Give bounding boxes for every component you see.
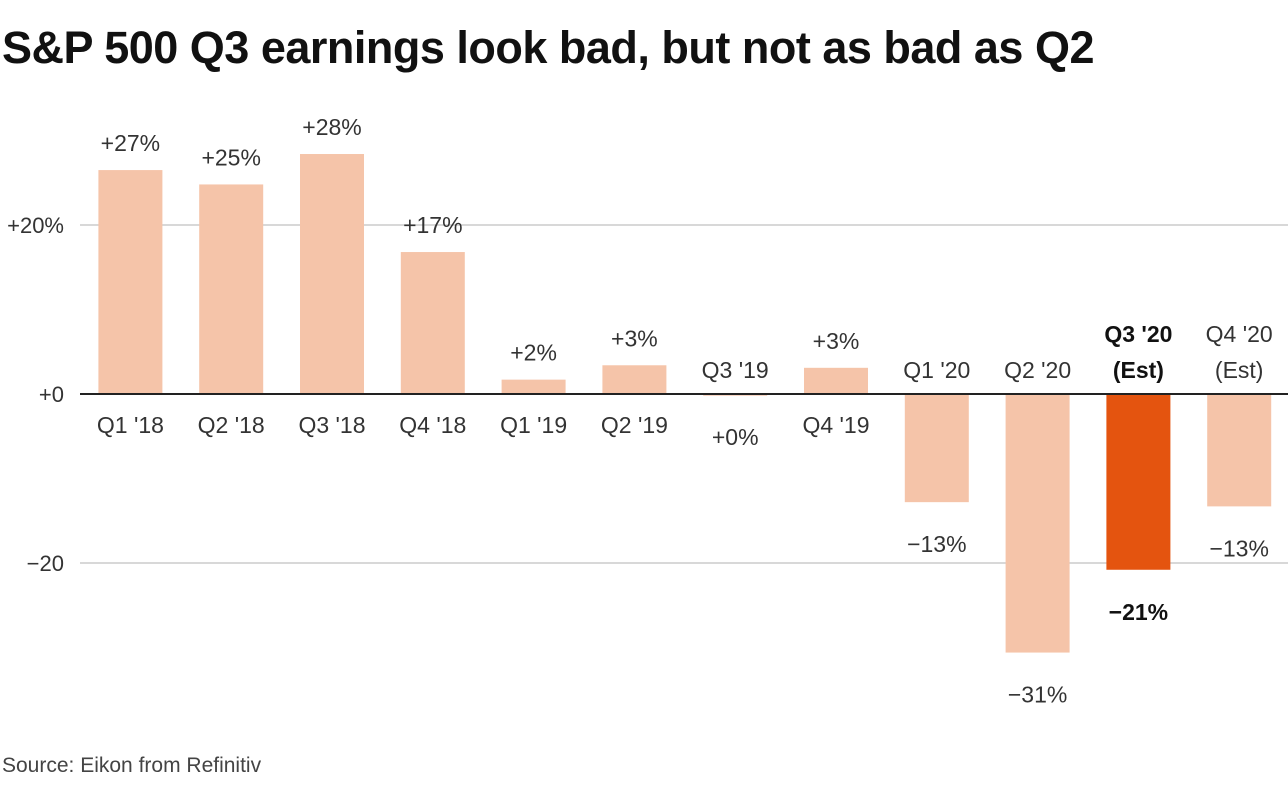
bar xyxy=(98,170,163,394)
bar xyxy=(602,365,667,394)
labels: +20% +0 −20 Q1 '18 +27% Q2 '18 +25% Q3 '18 +28% Q… xyxy=(7,114,1273,708)
value-label: +28% xyxy=(302,114,361,140)
y-tick-label: +0 xyxy=(39,382,64,407)
gridlines xyxy=(80,224,1288,564)
bar xyxy=(1207,394,1272,507)
value-label: −13% xyxy=(1209,535,1268,561)
bar xyxy=(300,154,364,394)
bar xyxy=(804,367,868,394)
value-label: −13% xyxy=(907,531,966,557)
category-label: Q3 '20 (Est) xyxy=(1104,321,1172,383)
bar xyxy=(1106,394,1171,570)
category-label: Q4 '18 xyxy=(399,412,466,438)
category-label: Q2 '19 xyxy=(601,412,668,438)
value-label: +2% xyxy=(510,340,557,366)
bar xyxy=(1005,394,1070,653)
value-label: +25% xyxy=(201,144,260,170)
bar xyxy=(904,394,969,503)
value-label: +3% xyxy=(611,325,658,351)
value-label: −31% xyxy=(1008,682,1067,708)
category-label: Q1 '19 xyxy=(500,412,567,438)
category-label: Q4 '20 (Est) xyxy=(1206,321,1273,383)
value-label: +3% xyxy=(813,328,860,354)
category-label: Q2 '20 xyxy=(1004,357,1071,383)
category-label: Q4 '19 xyxy=(802,412,869,438)
value-label: −21% xyxy=(1109,599,1168,625)
bar xyxy=(501,379,566,394)
category-label: Q1 '18 xyxy=(97,412,164,438)
y-tick-label: −20 xyxy=(27,551,64,576)
category-label: Q3 '19 xyxy=(702,357,769,383)
category-label: Q2 '18 xyxy=(198,412,265,438)
y-tick-label: +20% xyxy=(7,213,64,238)
source-note: Source: Eikon from Refinitiv xyxy=(2,754,262,777)
bars xyxy=(98,154,1272,653)
value-label: +17% xyxy=(403,212,462,238)
value-label: +27% xyxy=(101,130,160,156)
value-label: +0% xyxy=(712,424,759,450)
category-label: Q1 '20 xyxy=(903,357,970,383)
bar xyxy=(400,252,465,394)
chart-title: S&P 500 Q3 earnings look bad, but not as… xyxy=(2,22,1094,73)
category-label: Q3 '18 xyxy=(298,412,365,438)
bar xyxy=(199,184,264,394)
